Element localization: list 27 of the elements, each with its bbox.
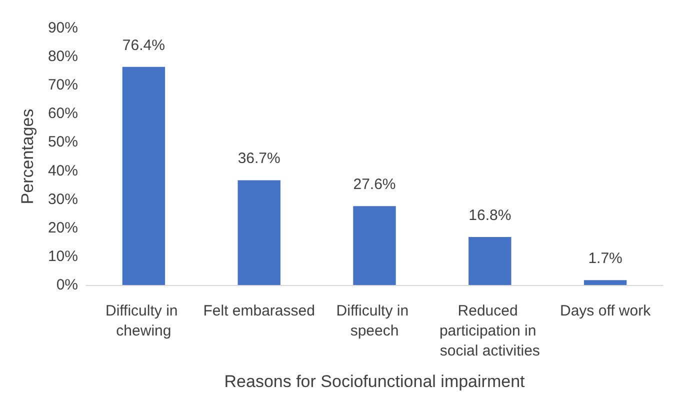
y-tick-label: 40% — [48, 162, 78, 180]
y-tick-label: 50% — [48, 134, 78, 151]
bar — [122, 66, 166, 285]
bar — [584, 280, 627, 285]
bar — [238, 180, 280, 285]
y-tick-label: 30% — [48, 190, 78, 208]
bar — [353, 206, 396, 285]
x-tick-label: Difficulty in speech — [336, 302, 413, 340]
data-label: 16.8% — [468, 207, 512, 224]
x-tick-label: Days off work — [560, 302, 652, 320]
x-tick-label: Difficulty in chewing — [105, 302, 182, 340]
y-axis-title: Percentages — [18, 108, 37, 204]
bar — [468, 237, 512, 285]
data-label: 27.6% — [353, 176, 396, 194]
y-tick-label: 10% — [48, 248, 78, 265]
y-tick-label: 0% — [56, 276, 78, 294]
data-label: 76.4% — [122, 36, 165, 54]
y-tick-label: 60% — [48, 105, 78, 122]
y-tick-label: 80% — [48, 48, 78, 66]
data-label: 36.7% — [238, 150, 280, 168]
y-tick-label: 20% — [48, 219, 78, 236]
x-tick-label: Felt embarassed — [203, 302, 315, 320]
x-axis-title: Reasons for Sociofunctional impairment — [224, 372, 526, 391]
y-tick-label: 70% — [48, 76, 78, 94]
x-tick-label: Reduced participation in social activities — [439, 302, 540, 360]
data-label: 1.7% — [588, 250, 622, 268]
y-tick-label: 90% — [48, 20, 78, 36]
